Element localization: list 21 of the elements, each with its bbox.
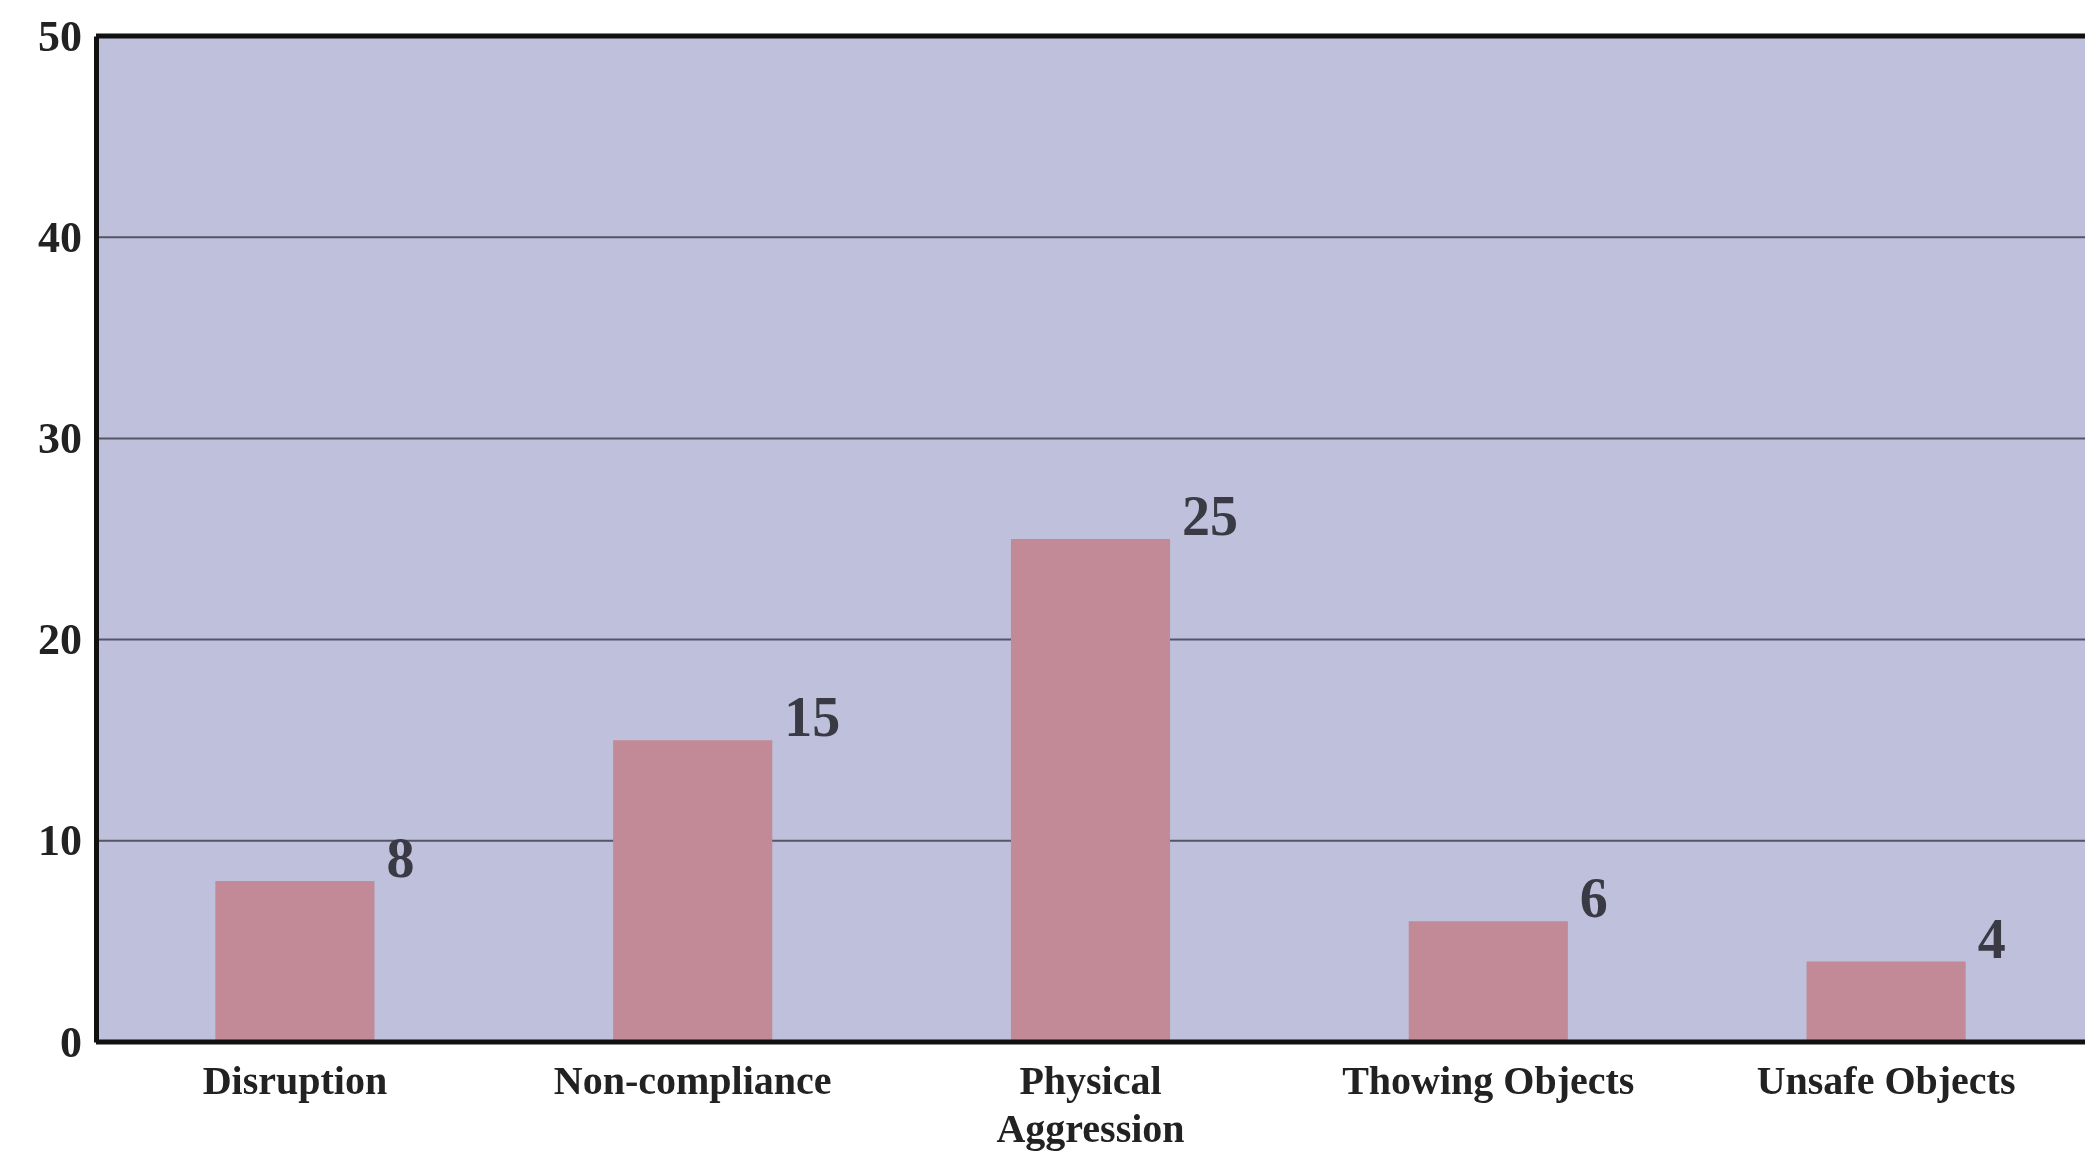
data-label: 15 xyxy=(784,686,841,749)
data-label: 8 xyxy=(386,827,415,890)
y-tick-label: 40 xyxy=(38,212,82,262)
bar xyxy=(1806,961,1966,1042)
y-tick-label: 30 xyxy=(38,413,82,463)
y-tick-label: 20 xyxy=(38,615,82,665)
x-tick-label: Physical Aggression xyxy=(996,1058,1185,1151)
y-tick-label: 0 xyxy=(60,1017,82,1067)
x-tick-label: Disruption xyxy=(202,1058,388,1103)
bar xyxy=(1408,921,1568,1042)
x-tick-label: Thowing Objects xyxy=(1342,1058,1635,1103)
data-label: 25 xyxy=(1182,485,1239,547)
bar xyxy=(613,740,773,1042)
data-label: 6 xyxy=(1579,867,1608,930)
bar xyxy=(1010,539,1171,1042)
bar xyxy=(215,881,375,1042)
x-tick-label: Unsafe Objects xyxy=(1756,1058,2016,1103)
data-label: 4 xyxy=(1977,907,2006,970)
y-tick-label: 10 xyxy=(38,816,82,866)
x-tick-label: Non-compliance xyxy=(553,1058,832,1103)
y-tick-label: 50 xyxy=(38,11,82,61)
